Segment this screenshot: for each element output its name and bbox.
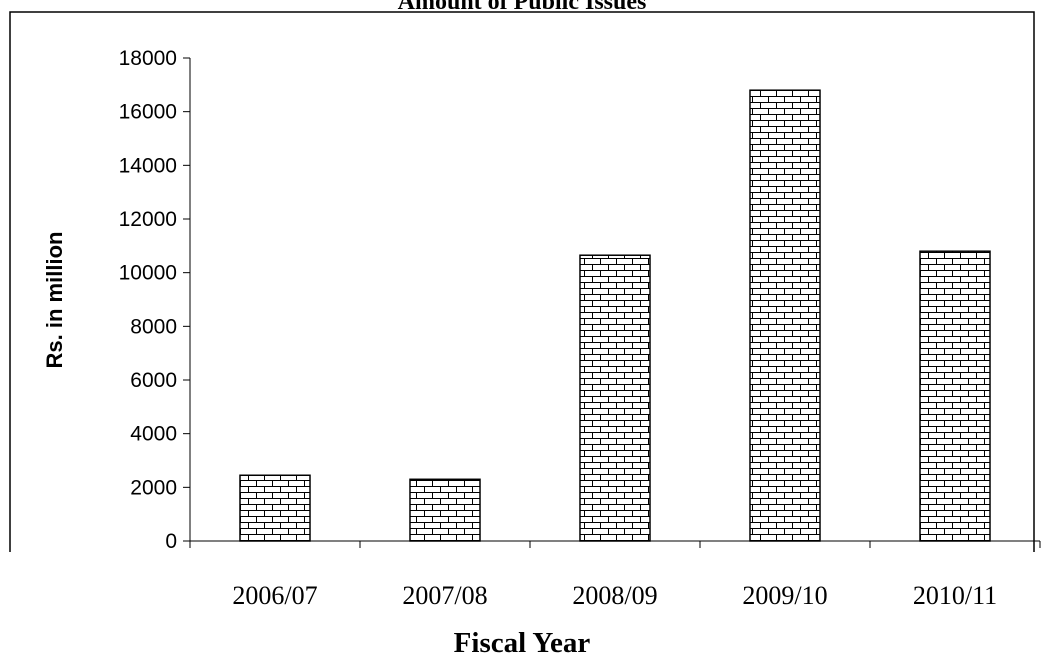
y-tick-label: 4000 — [130, 423, 177, 446]
bar-2007-08 — [409, 478, 481, 542]
y-tick-label: 10000 — [119, 262, 177, 285]
x-tick-label: 2010/11 — [913, 581, 997, 610]
chart-title: Amount of Public Issues — [398, 0, 647, 15]
bar-2008-09 — [579, 254, 651, 542]
bars — [239, 89, 991, 542]
x-tick-label: 2009/10 — [742, 581, 827, 610]
x-axis-label: Fiscal Year — [454, 627, 591, 659]
y-axis-label: Rs. in million — [42, 232, 67, 369]
y-tick-label: 12000 — [119, 208, 177, 231]
y-tick-label: 14000 — [119, 154, 177, 177]
x-tick-label: 2007/08 — [402, 581, 487, 610]
y-tick-label: 6000 — [130, 369, 177, 392]
y-tick-label: 0 — [165, 530, 177, 553]
x-tick-label: 2008/09 — [572, 581, 657, 610]
bar-2006-07 — [239, 474, 311, 542]
y-tick-label: 16000 — [119, 101, 177, 124]
bar-2010-11 — [919, 250, 991, 542]
chart-frame — [9, 11, 1035, 552]
x-tick-label: 2006/07 — [232, 581, 317, 610]
x-ticks: 2006/07 2007/08 2008/09 2009/10 2010/11 — [189, 541, 1041, 610]
y-tick-label: 18000 — [119, 47, 177, 70]
y-ticks: 0 2000 4000 6000 8000 10000 12000 14000 16000 180… — [119, 47, 190, 553]
y-tick-label: 8000 — [130, 315, 177, 338]
y-tick-label: 2000 — [130, 476, 177, 499]
bar-2009-10 — [749, 89, 821, 542]
